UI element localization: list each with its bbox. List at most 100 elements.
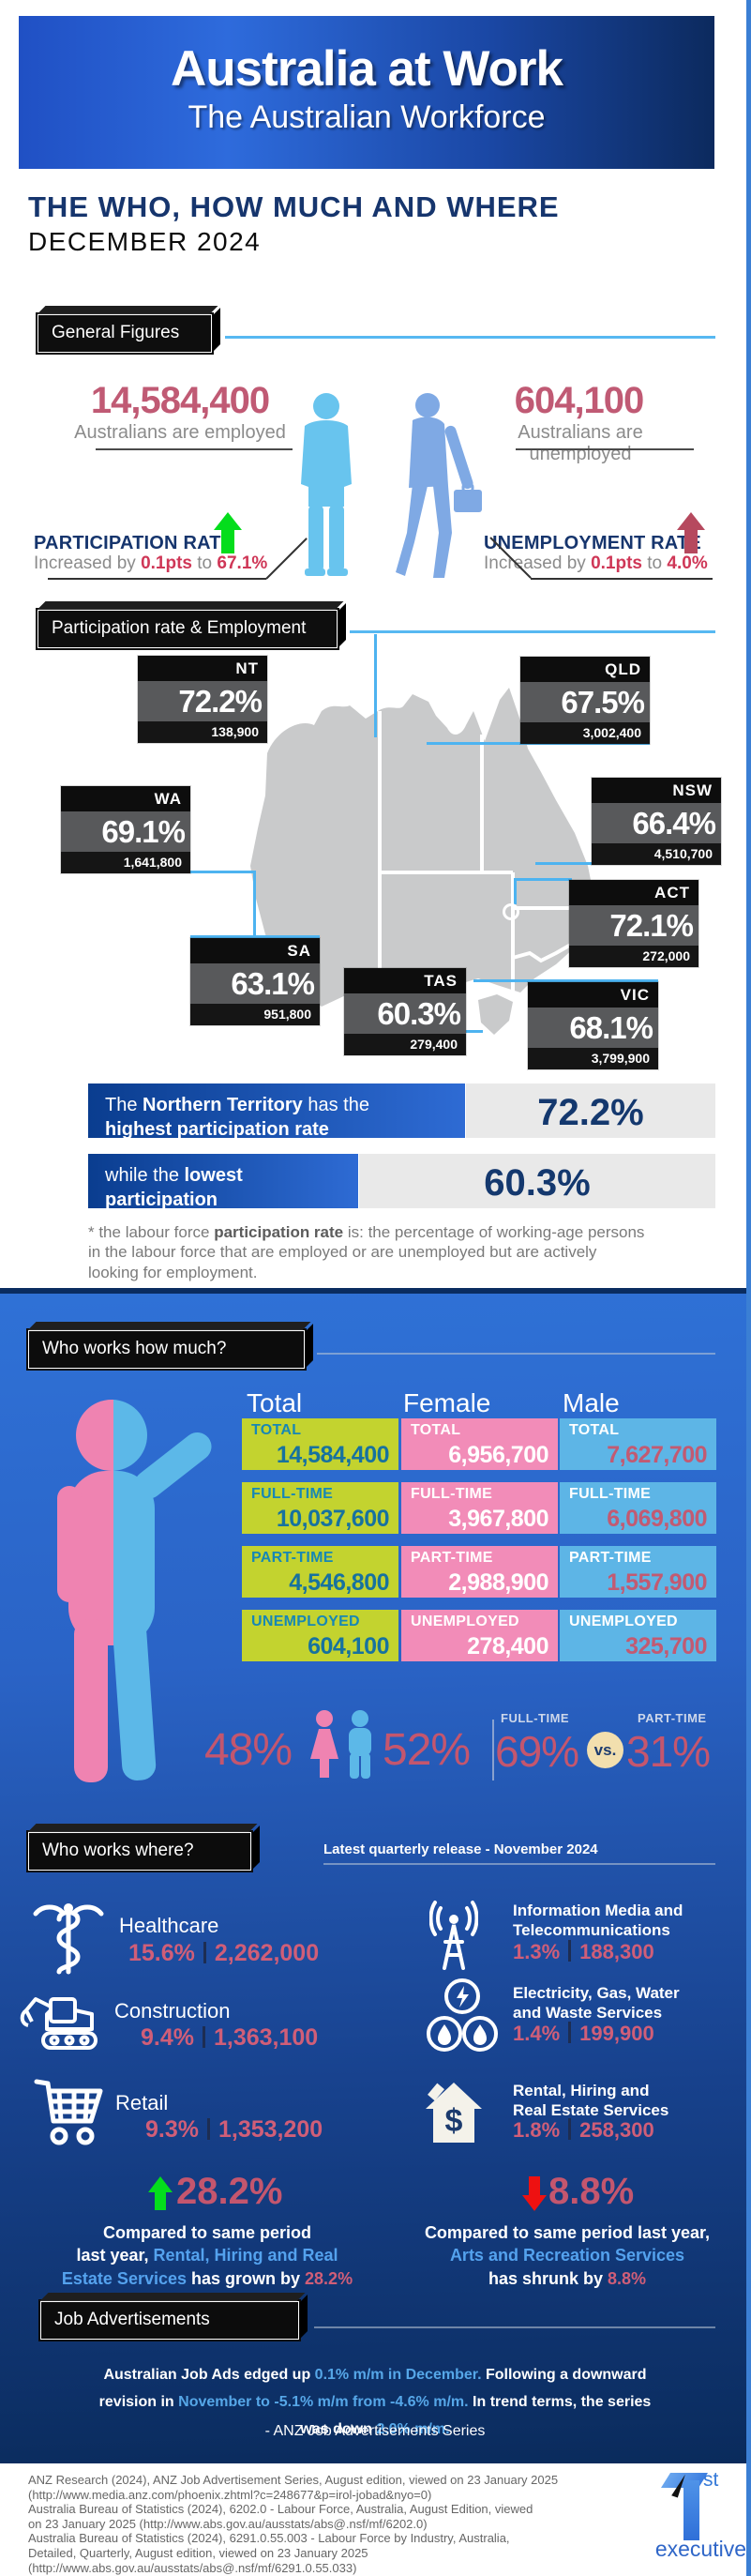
rule-how-much (317, 1353, 715, 1355)
state-box-act: ACT 72.1% 272,000 (569, 880, 698, 967)
industry-name: Rental, Hiring and Real Estate Services (513, 2082, 669, 2120)
unemployed-count: 604,100 (514, 380, 645, 421)
employed-underline (96, 448, 293, 450)
unemployment-pts: 0.1pts (591, 553, 642, 573)
state-code: VIC (528, 982, 658, 1008)
radio-tower-icon (429, 1901, 478, 1970)
employed-person-icon (301, 393, 352, 576)
growth-up-arrow-stem (155, 2191, 166, 2210)
col-header-total: Total (247, 1388, 303, 1417)
industry-name: Retail (115, 2091, 169, 2114)
first-executive-logo: st executive (647, 2469, 746, 2565)
participation-footnote: * the labour force participation rate is… (88, 1222, 651, 1282)
reference-line: (http://www.media.anz.com/phoenix.zhtml?… (28, 2487, 432, 2502)
connector-act-h (514, 878, 572, 881)
shrink-down-arrow-stem (529, 2176, 540, 2197)
cell-unemployed-male: UNEMPLOYED 325,700 (560, 1610, 716, 1661)
state-rate: 60.3% (344, 993, 466, 1034)
blue-section-top-strip (0, 1288, 751, 1294)
state-rate: 69.1% (61, 811, 190, 852)
section-where-label: Who works where? (42, 1841, 194, 1860)
page-subtitle: The Australian Workforce (188, 99, 546, 135)
female-share: 48% (204, 1725, 293, 1775)
reference-line: on 23 January 2025 (http://www.abs.gov.a… (28, 2516, 428, 2531)
state-rate: 72.2% (138, 681, 267, 721)
act-map-ring (503, 903, 519, 920)
col-header-female: Female (403, 1388, 491, 1417)
parttime-share: 31% (626, 1727, 711, 1776)
intro-line2: DECEMBER 2024 (28, 227, 262, 256)
utilities-icon (427, 1978, 498, 2052)
gender-split-person-icon (57, 1400, 218, 1782)
unemployment-rate-title: UNEMPLOYMENT RATE (484, 533, 701, 553)
rule-where (323, 1863, 715, 1865)
state-rate: 72.1% (569, 905, 698, 946)
reference-line: Detailed, Quarterly, August edition, vie… (28, 2545, 368, 2560)
australia-map (250, 688, 593, 1035)
industry-name: Information Media and Telecommunications (513, 1902, 683, 1940)
connector-sa-v (253, 871, 256, 938)
connector-nt (374, 634, 377, 737)
state-employed: 1,641,800 (61, 852, 190, 873)
cell-unemployed-total: UNEMPLOYED 604,100 (242, 1610, 398, 1661)
employed-label: Australians are employed (74, 422, 286, 443)
cell-parttime-male: PART-TIME 1,557,900 (560, 1546, 716, 1598)
cell-parttime-total: PART-TIME 4,546,800 (242, 1546, 398, 1598)
lowest-bold: lowest participation (105, 1165, 243, 1210)
connector-act-v (514, 878, 517, 904)
industry-name: Healthcare (119, 1914, 219, 1937)
unemployment-mid: to (642, 553, 668, 573)
anz-summary: Australian Job Ads edged up 0.1% m/m in … (98, 2367, 652, 2437)
highest-participation-note: The Northern Territory has the highest p… (88, 1083, 465, 1140)
participation-mid: to (192, 553, 218, 573)
industry-values: 15.6% 2,262,000 (128, 1940, 319, 1967)
logo-text: executive (654, 2537, 746, 2561)
release-note: Latest quarterly release - November 2024 (323, 1841, 598, 1857)
lowest-participation-value: 60.3% (359, 1154, 715, 1208)
caduceus-icon (33, 1903, 104, 1975)
references: ANZ Research (2024), ANZ Job Advertiseme… (28, 2473, 591, 2575)
cell-parttime-female: PART-TIME 2,988,900 (401, 1546, 558, 1598)
highest-mid: has the (302, 1095, 369, 1115)
rule-participation (350, 630, 715, 633)
growth-note: Compared to same period last year, Renta… (61, 2223, 353, 2288)
reference-line: ANZ Research (2024), ANZ Job Advertiseme… (28, 2473, 559, 2487)
cell-total-total: TOTAL 14,584,400 (242, 1418, 398, 1470)
section-participation: Participation rate & Employment (38, 610, 338, 648)
industry-values: 1.3% 188,300 (513, 1940, 654, 1963)
state-code: NT (138, 656, 267, 681)
state-code: TAS (344, 968, 466, 993)
section-general-figures: General Figures (38, 314, 212, 353)
participation-up-arrow-stem (221, 529, 234, 553)
section-where: Who works where? (28, 1832, 251, 1871)
unemployment-rate-value: 4.0% (667, 553, 708, 573)
header-banner: Australia at Work The Australian Workfor… (19, 16, 714, 169)
state-employed: 951,800 (190, 1004, 320, 1025)
state-rate: 63.1% (190, 963, 320, 1004)
female-icon (310, 1710, 338, 1778)
industry-values: 1.8% 258,300 (513, 2118, 654, 2142)
cell-total-female: TOTAL 6,956,700 (401, 1418, 558, 1470)
state-box-nsw: NSW 66.4% 4,510,700 (592, 778, 721, 865)
participation-up-arrow-icon (214, 512, 242, 530)
shrink-note: Compared to same period last year, Arts … (424, 2223, 711, 2288)
industry-pct: 15.6% (128, 1940, 195, 1966)
state-rate: 66.4% (592, 803, 721, 843)
lowest-participation-note: while the lowest participation rate can … (88, 1154, 358, 1259)
industry-count: 2,262,000 (214, 1940, 320, 1966)
lowest-pre: while the (105, 1165, 185, 1186)
intro-line1: THE WHO, HOW MUCH AND WHERE (28, 190, 560, 223)
participation-prefix: Increased by (34, 553, 142, 573)
shopping-cart-icon (34, 2079, 103, 2145)
section-participation-label: Participation rate & Employment (52, 618, 307, 638)
lowest-bold3: Tasmania (105, 1238, 190, 1259)
unemployed-underline (516, 448, 694, 450)
shrink-down-arrow-icon (522, 2195, 547, 2211)
state-code: ACT (569, 880, 698, 905)
state-employed: 138,900 (138, 721, 267, 743)
male-share: 52% (383, 1725, 471, 1775)
state-code: QLD (520, 657, 650, 682)
male-icon (349, 1710, 371, 1779)
cell-fulltime-female: FULL-TIME 3,967,800 (401, 1482, 558, 1534)
logo-stem (683, 2480, 699, 2540)
